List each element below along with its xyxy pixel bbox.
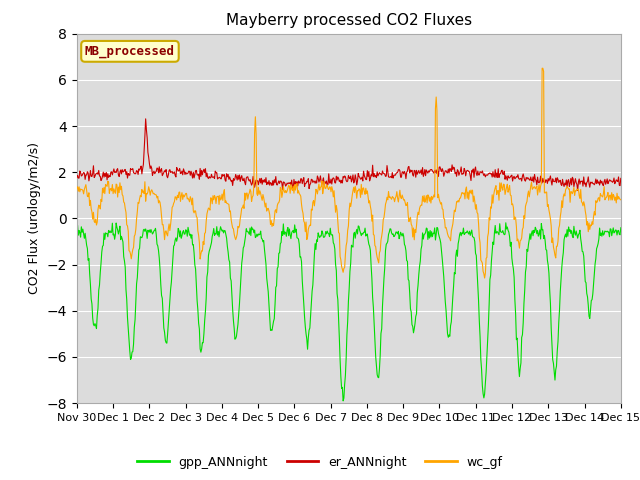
Text: MB_processed: MB_processed xyxy=(85,45,175,58)
Title: Mayberry processed CO2 Fluxes: Mayberry processed CO2 Fluxes xyxy=(226,13,472,28)
Y-axis label: CO2 Flux (urology/m2/s): CO2 Flux (urology/m2/s) xyxy=(28,143,41,294)
Legend: gpp_ANNnight, er_ANNnight, wc_gf: gpp_ANNnight, er_ANNnight, wc_gf xyxy=(132,451,508,474)
